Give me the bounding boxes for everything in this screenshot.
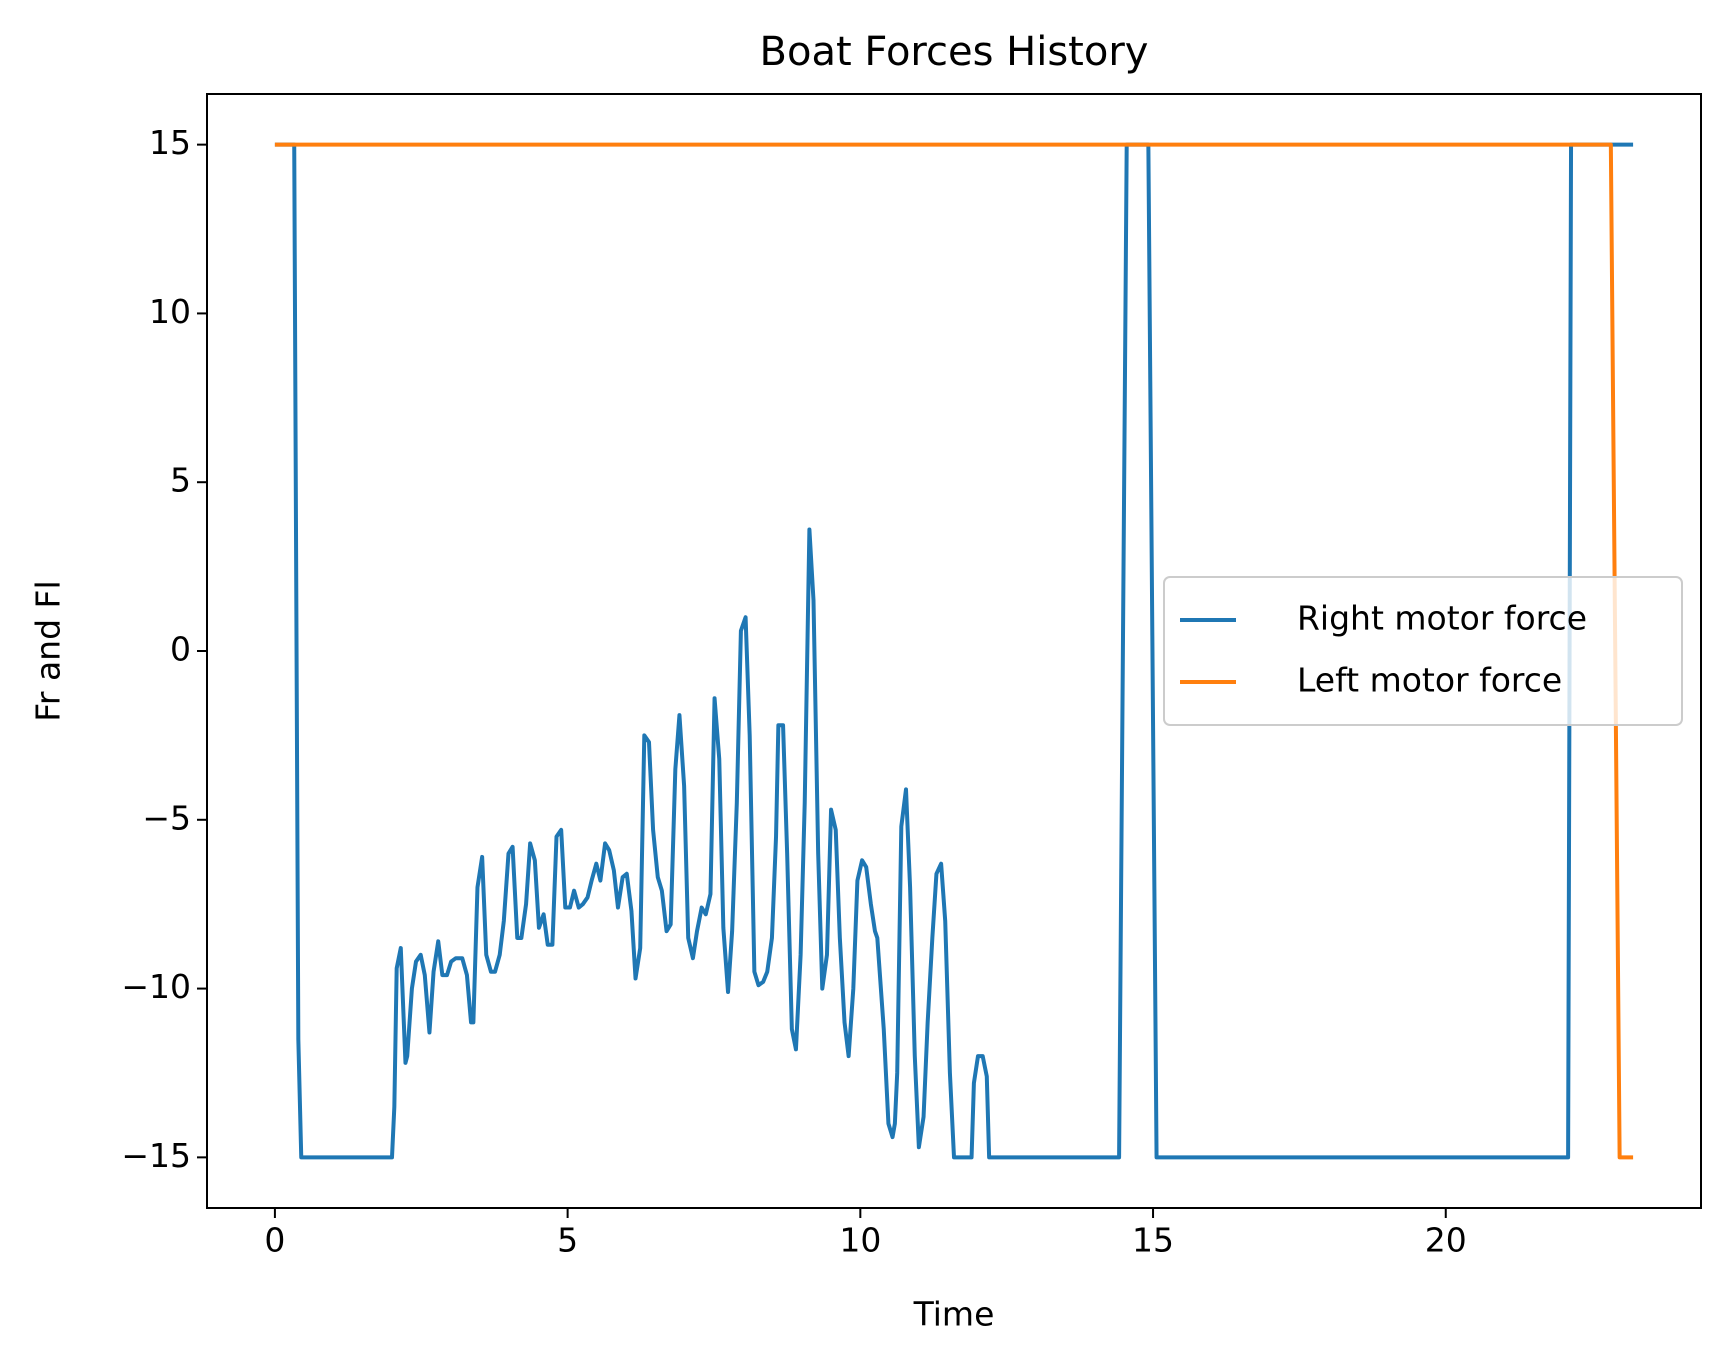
plot-frame: [206, 93, 1702, 1209]
x-tick-label: 15: [1132, 1221, 1174, 1260]
y-tick-label: −15: [121, 1136, 191, 1175]
y-axis-label: Fr and Fl: [29, 580, 68, 721]
x-tick-label: 5: [557, 1221, 578, 1260]
legend-box: [1163, 576, 1683, 726]
y-tick-label: 0: [170, 630, 191, 669]
y-tick-label: −10: [121, 967, 191, 1006]
data-line: [274, 142, 1634, 1160]
x-axis-label: Time: [913, 1295, 995, 1334]
x-tick-label: 0: [264, 1221, 285, 1260]
legend-label: Left motor force: [1297, 661, 1562, 700]
y-tick-label: 10: [149, 292, 191, 331]
y-tick-label: 5: [170, 461, 191, 500]
chart-title: Boat Forces History: [760, 29, 1149, 75]
legend-label: Right motor force: [1297, 599, 1587, 638]
y-tick-label: 15: [149, 123, 191, 162]
x-tick-label: 20: [1425, 1221, 1467, 1260]
y-tick-label: −5: [142, 798, 191, 837]
x-tick-label: 10: [839, 1221, 881, 1260]
